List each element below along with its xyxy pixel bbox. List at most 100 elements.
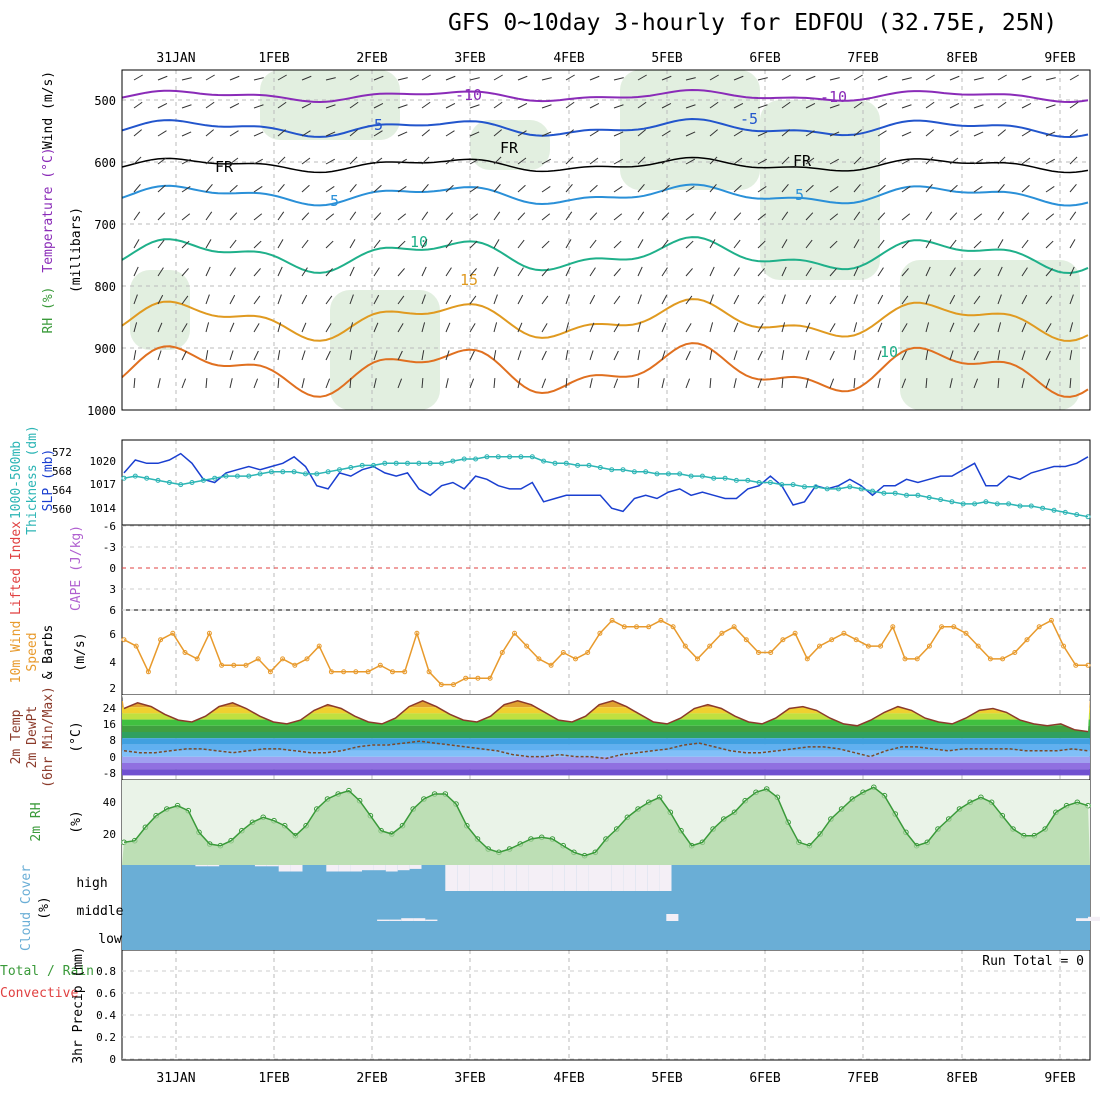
wind-barb [925,74,935,81]
wind-barb [541,158,551,165]
wind-barb [421,266,427,277]
wind-barb [949,322,955,333]
wind-barb [181,158,191,165]
wind-barb [157,239,165,249]
wind-barb [637,156,646,165]
wind-barb [541,213,551,221]
wind-barb [949,267,956,277]
thickness-tick: 564 [52,484,72,497]
wind-barb [997,101,1007,109]
wind-barb [877,378,881,389]
wind-speed-line-marker [121,637,127,643]
wind-barb [661,294,668,305]
wind-barb [709,350,713,361]
wind-barb [997,322,1002,333]
wind-barb [805,75,816,81]
wind-barb [661,75,672,81]
wind-barb [757,185,767,193]
upper-tick-label: 900 [94,342,116,356]
wind-speed-line-marker [975,643,981,649]
wind-barb [997,350,1001,361]
wind-speed-line-marker [573,656,578,662]
cloud-ylabel-2: (%) [37,896,52,919]
thickness-tick: 572 [52,446,72,459]
wind-barb [493,156,502,165]
panel-frame-precip [121,949,1091,1061]
wind-barb [397,158,407,165]
isotherm-15 [121,298,1089,342]
wind-barb [829,268,837,277]
wind-barb [733,378,737,389]
cloud-high-gap [635,865,648,891]
wind-barb [733,294,740,305]
wind-barb [829,77,840,81]
wind-barb [1045,268,1053,277]
cloud-high-gap [623,865,636,891]
wind-barb [877,75,888,81]
wind-barb [445,378,449,389]
wind-barb [349,239,356,249]
wind-barb [373,350,378,361]
wind-barb [805,378,809,389]
wind-barb [445,267,452,277]
wind-barb [901,104,912,109]
lifted-ylabel-1: Lifted Index [9,521,24,615]
wind-barb [205,156,214,165]
wind-barb [1021,130,1031,137]
wind-barb [805,239,813,249]
wind-barb [781,377,784,389]
wind-barb [733,350,738,361]
wind-barb [613,104,624,109]
wind-barb [757,240,766,249]
cloud-middle-gap [389,919,402,921]
wind-barb [685,240,694,249]
cloud-high-gap [540,865,553,891]
wind-barb [565,184,573,193]
wind-barb [325,77,336,81]
wind-barb [445,157,455,165]
wind-barb [253,104,264,109]
wind-barb [925,211,933,221]
cloud-high-gap [278,865,291,872]
wind-tick: 2 [109,682,116,695]
wind-barb [541,131,552,137]
wind-speed-line-marker [292,662,298,668]
upper-tick-label: 500 [94,94,116,108]
wind-barb [829,185,839,193]
wind-barb [565,294,570,305]
wind-barb [757,350,763,361]
precip-tick: 0.8 [96,965,116,978]
wind-barb [253,295,261,305]
wind-barb [445,350,450,361]
wind-barb [781,350,785,361]
wind-barb [973,131,984,137]
wind-barb [877,103,888,109]
cloud-high-gap [588,865,600,891]
wind-barb [709,101,719,109]
wind-barb [373,75,384,81]
wind-barb [229,267,236,277]
wind-speed-line-marker [182,650,188,655]
wind-barb [373,157,383,165]
wind-barb [325,378,331,389]
wind-barb [133,322,138,333]
wind-barb [205,239,212,249]
wind-barb [517,322,523,333]
wind-barb [637,74,647,81]
cloud-middle-gap [401,918,414,921]
wind-barb [709,294,714,305]
wind-barb [325,104,336,109]
wind-barb [1021,350,1026,361]
wind-barb [1045,158,1055,165]
wind-barb [421,211,429,221]
wind-barb [253,158,263,165]
wind-barb [277,211,285,221]
wind-barb [733,212,742,221]
date-label-bottom: 7FEB [847,1071,878,1086]
cloud-middle-gap [425,919,438,921]
wind-barb [685,295,693,305]
upper-ylabel-wind: Wind (m/s) [41,71,56,149]
wind-barb [757,77,768,81]
wind-barb [277,322,282,333]
temp-ylabel-1: 2m Temp [9,709,24,764]
